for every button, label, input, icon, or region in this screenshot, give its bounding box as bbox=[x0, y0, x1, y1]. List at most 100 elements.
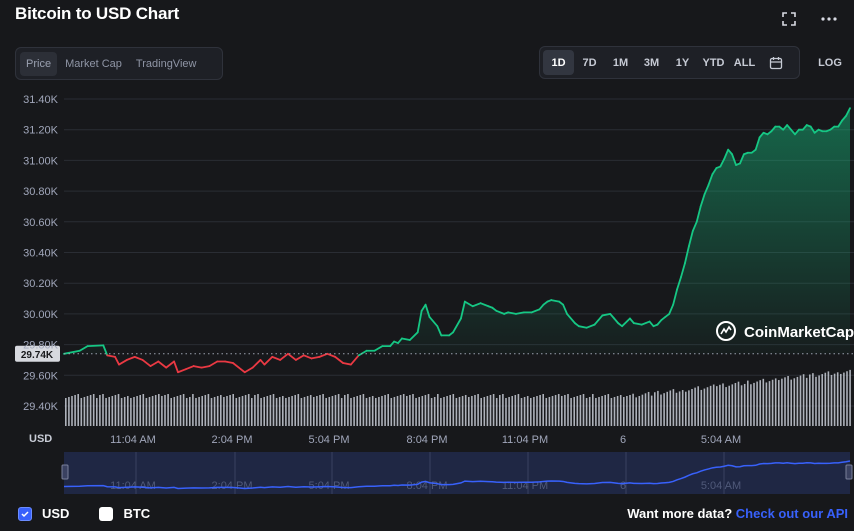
volume-bar bbox=[784, 377, 786, 426]
volume-bar bbox=[526, 396, 529, 426]
coinmarketcap-watermark: CoinMarketCap bbox=[716, 321, 854, 341]
volume-bar bbox=[173, 397, 176, 426]
volume-bar bbox=[799, 375, 802, 426]
price-line-segment bbox=[373, 345, 384, 352]
more-icon[interactable] bbox=[818, 8, 840, 30]
price-line-segment bbox=[754, 136, 761, 151]
x-tick-label: 5:04 PM bbox=[309, 434, 350, 446]
volume-bar bbox=[818, 375, 820, 426]
legend-usd[interactable]: USD bbox=[18, 506, 69, 521]
volume-bar bbox=[77, 394, 79, 426]
volume-bar bbox=[443, 397, 445, 426]
volume-bar bbox=[241, 396, 244, 426]
volume-bar bbox=[440, 398, 442, 426]
range-all[interactable]: ALL bbox=[733, 56, 756, 69]
volume-bar bbox=[123, 397, 126, 426]
price-line-segment bbox=[680, 262, 686, 278]
price-line-segment bbox=[495, 309, 506, 315]
volume-bar bbox=[616, 396, 619, 426]
volume-bar bbox=[430, 398, 433, 426]
volume-bar bbox=[399, 395, 402, 426]
volume-bar bbox=[158, 394, 160, 426]
volume-bar bbox=[846, 371, 848, 426]
view-tabs: Price Market Cap TradingView bbox=[15, 47, 223, 80]
btc-checkbox[interactable] bbox=[99, 506, 114, 521]
volume-bar bbox=[71, 396, 73, 426]
x-tick-label: 11:04 PM bbox=[502, 434, 548, 446]
price-line-segment bbox=[349, 354, 360, 366]
tab-tradingview[interactable]: TradingView bbox=[135, 57, 197, 70]
price-line-segment bbox=[318, 352, 329, 358]
volume-bar bbox=[291, 396, 293, 426]
price-line-segment bbox=[719, 157, 726, 168]
volume-bar bbox=[579, 395, 582, 426]
range-1d[interactable]: 1D bbox=[543, 50, 574, 75]
volume-bar bbox=[821, 374, 823, 426]
api-link[interactable]: Check out our API bbox=[735, 506, 848, 521]
volume-bar bbox=[80, 398, 83, 426]
volume-bar bbox=[254, 395, 256, 426]
legend-btc[interactable]: BTC bbox=[99, 506, 150, 521]
volume-bar bbox=[216, 396, 219, 426]
volume-bar bbox=[598, 397, 600, 426]
volume-bar bbox=[771, 379, 774, 426]
price-line-segment bbox=[794, 128, 800, 136]
y-tick-label: 30.40K bbox=[23, 248, 59, 260]
navigator-handle-right[interactable] bbox=[845, 464, 853, 480]
volume-bar bbox=[731, 384, 734, 426]
price-line-segment bbox=[809, 125, 816, 134]
price-line-segment bbox=[786, 124, 792, 131]
volume-bar bbox=[768, 381, 771, 426]
volume-bar bbox=[412, 394, 414, 426]
volume-bar bbox=[145, 398, 148, 426]
volume-bar bbox=[536, 396, 538, 426]
volume-bar bbox=[331, 396, 334, 426]
volume-bar bbox=[517, 394, 520, 426]
volume-bar bbox=[843, 372, 845, 426]
chart-title: Bitcoin to USD Chart bbox=[15, 4, 180, 23]
volume-bar bbox=[719, 384, 721, 426]
volume-bar bbox=[189, 397, 191, 426]
price-line-segment bbox=[408, 331, 419, 341]
range-7d[interactable]: 7D bbox=[582, 56, 597, 69]
volume-bar bbox=[319, 395, 321, 426]
volume-bar bbox=[433, 397, 436, 426]
volume-bar bbox=[576, 396, 579, 426]
volume-bar bbox=[334, 395, 337, 426]
volume-bar bbox=[365, 398, 368, 426]
volume-bar bbox=[247, 394, 250, 426]
volume-bar bbox=[778, 380, 780, 426]
volume-bar bbox=[582, 394, 585, 426]
volume-bar bbox=[573, 397, 575, 426]
volume-bar bbox=[68, 397, 70, 426]
coinmarketcap-logo bbox=[716, 321, 736, 341]
volume-bar bbox=[437, 394, 439, 426]
tab-market-cap[interactable]: Market Cap bbox=[65, 57, 122, 70]
x-tick-label: 5:04 AM bbox=[701, 434, 741, 446]
volume-bar bbox=[207, 394, 210, 426]
price-line-segment bbox=[232, 362, 242, 371]
volume-bar bbox=[359, 395, 362, 426]
log-scale-button[interactable]: LOG bbox=[818, 56, 842, 69]
volume-bar bbox=[86, 396, 89, 426]
volume-bar bbox=[316, 396, 318, 426]
range-1m[interactable]: 1M bbox=[612, 56, 629, 69]
navigator-handle-left[interactable] bbox=[61, 464, 69, 480]
range-1y[interactable]: 1Y bbox=[675, 56, 690, 69]
volume-bar bbox=[610, 398, 613, 426]
range-3m[interactable]: 3M bbox=[643, 56, 660, 69]
price-line-segment bbox=[515, 311, 525, 315]
usd-checkbox[interactable] bbox=[18, 506, 32, 521]
price-line-segment bbox=[173, 360, 179, 374]
volume-bar bbox=[111, 396, 114, 426]
tab-price[interactable]: Price bbox=[20, 51, 58, 76]
calendar-icon[interactable] bbox=[760, 50, 791, 75]
volume-bar bbox=[266, 396, 269, 426]
volume-bar bbox=[499, 395, 501, 426]
range-ytd[interactable]: YTD bbox=[702, 56, 725, 69]
volume-bar bbox=[520, 398, 523, 426]
fullscreen-icon[interactable] bbox=[778, 8, 800, 30]
price-line-segment bbox=[711, 167, 718, 176]
price-line-segment bbox=[695, 205, 702, 223]
